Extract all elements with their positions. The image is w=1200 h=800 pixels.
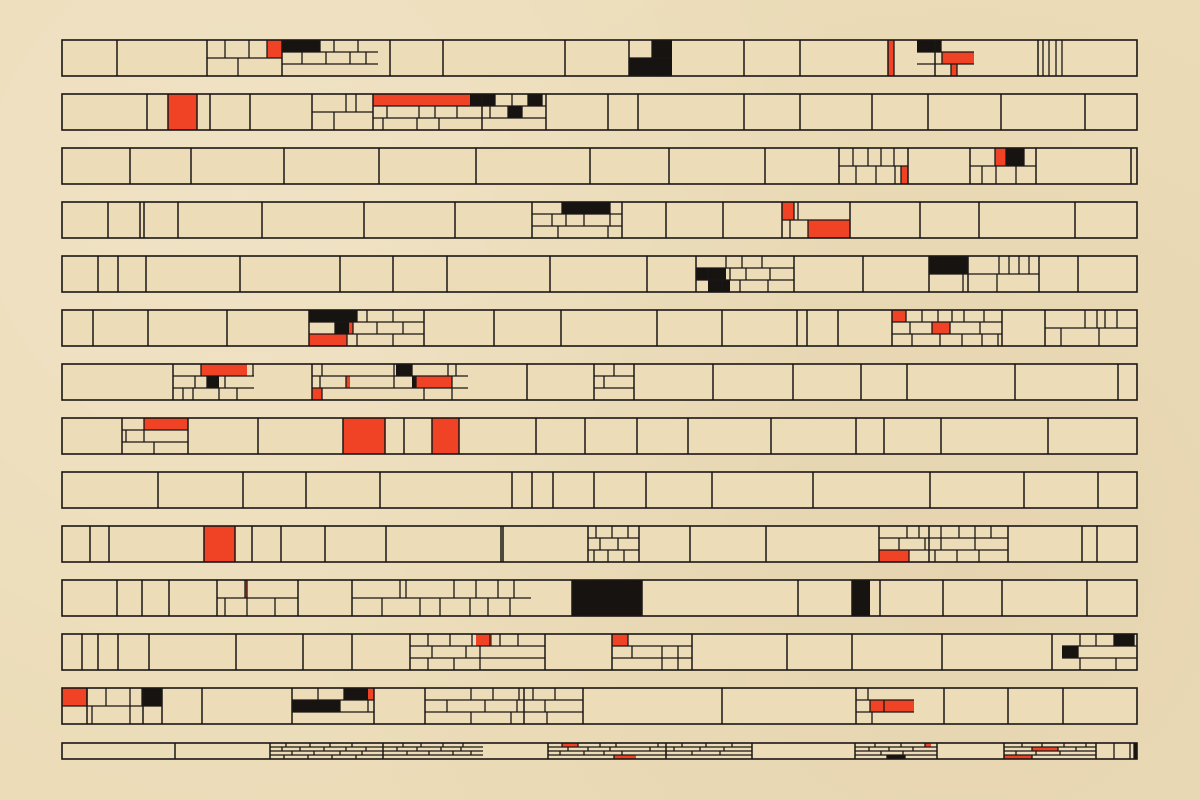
strip-11-accent-black-2-0 [572, 580, 642, 616]
strip-12-accent-black-2-1 [1062, 646, 1078, 658]
strip-8-accent-red-2-0 [432, 418, 459, 454]
strip-12-accent-red-0-0 [476, 634, 492, 646]
strip-14-accent-red-4-1 [925, 743, 931, 747]
strip-9 [62, 472, 1137, 508]
strip-11-accent-black-3-0 [852, 580, 870, 616]
strip-3-accent-red-0-0 [901, 166, 908, 184]
strip-14-accent-black-4-0 [887, 755, 905, 759]
strip-5-accent-black-0-1 [708, 280, 730, 292]
strip-14-accent-red-2-0 [562, 743, 578, 747]
strip-7-accent-black-2-0 [396, 364, 412, 376]
strip-1-accent-black-2-1 [652, 40, 672, 58]
strip-2-accent-red-0-0 [168, 94, 197, 130]
strip-8 [62, 418, 1137, 454]
strip-6-accent-black-0-0 [309, 310, 357, 322]
strip-14-accent-red-2-1 [614, 755, 636, 759]
strip-8-accent-red-0-0 [144, 418, 188, 430]
strip-2-accent-red-2-0 [373, 94, 470, 106]
strip-12-accent-red-1-0 [612, 634, 628, 646]
strip-14-accent-red-5-1 [1004, 755, 1032, 759]
strip-6-accent-black-0-1 [335, 322, 349, 334]
strip-7-accent-red-2-1 [416, 376, 452, 388]
strip-6-accent-red-1-1 [932, 322, 950, 334]
strip-14-accent-red-5-0 [1032, 747, 1058, 751]
strip-13-accent-black-1-1 [344, 688, 368, 700]
strip-7-accent-black-0-1 [207, 376, 219, 388]
strip-6-outline [61, 309, 1138, 347]
strip-13-accent-red-3-0 [870, 700, 884, 712]
strip-4-outline [61, 201, 1138, 239]
strip-10-accent-red-2-0 [879, 550, 909, 562]
strip-3-accent-red-1-0 [995, 148, 1006, 166]
strip-12 [62, 634, 1137, 670]
strip-14-outline [61, 742, 1138, 760]
strip-2 [62, 94, 1137, 130]
strip-10-outline [61, 525, 1138, 563]
strip-7-accent-red-0-0 [201, 364, 247, 376]
strip-4-accent-black-0-0 [562, 202, 610, 214]
strip-13-accent-red-1-2 [368, 688, 374, 700]
strip-13-outline [61, 687, 1138, 725]
strip-2-outline [61, 93, 1138, 131]
strip-4-accent-red-2-0 [782, 202, 794, 220]
strip-1-accent-red-4-2 [951, 64, 957, 76]
strip-10-accent-red-0-0 [204, 526, 235, 562]
strip-1-accent-red-0-0 [267, 40, 282, 58]
strip-13-accent-red-3-1 [884, 700, 914, 712]
strip-7-accent-black-2-2 [412, 376, 416, 388]
strip-1-outline [61, 39, 1138, 77]
strip-3-outline [61, 147, 1138, 185]
strip-1-accent-black-4-0 [917, 40, 941, 52]
strip-6-accent-red-0-2 [349, 322, 353, 334]
strip-1-accent-black-1-0 [282, 40, 320, 52]
strip-8-outline [61, 417, 1138, 455]
strip-6-accent-red-0-3 [309, 334, 347, 346]
strip-13-accent-black-1-0 [292, 700, 340, 712]
strip-4-accent-red-2-1 [808, 220, 850, 238]
strip-2-accent-black-3-2 [528, 94, 542, 106]
strip-5-accent-black-0-0 [696, 268, 726, 280]
strip-3-accent-black-1-1 [1006, 148, 1024, 166]
strip-11-outline [61, 579, 1138, 617]
strip-14-accent-black-6-0 [1134, 743, 1137, 759]
strip-13 [62, 688, 1137, 724]
strip-7-accent-red-1-1 [346, 376, 350, 388]
strip-1-accent-red-4-1 [942, 52, 974, 64]
strip-3 [62, 148, 1137, 184]
strip-12-outline [61, 633, 1138, 671]
strip-5-accent-black-1-0 [929, 256, 967, 274]
strip-12-accent-black-2-0 [1114, 634, 1134, 646]
strip-2-accent-black-3-1 [508, 106, 522, 118]
strip-1-accent-black-2-0 [629, 58, 672, 76]
strip-13-accent-black-0-1 [142, 688, 162, 706]
strip-11-accent-red-0-0 [245, 580, 247, 598]
strip-7-outline [61, 363, 1138, 401]
strip-7-accent-red-1-0 [312, 388, 322, 400]
strip-9-outline [61, 471, 1138, 509]
strip-13-accent-red-0-0 [62, 688, 87, 706]
strip-5-outline [61, 255, 1138, 293]
strip-8-accent-red-1-0 [343, 418, 385, 454]
strip-6-accent-red-1-0 [892, 310, 906, 322]
strip-1-accent-red-3-0 [888, 40, 894, 76]
strip-6 [62, 310, 1137, 346]
